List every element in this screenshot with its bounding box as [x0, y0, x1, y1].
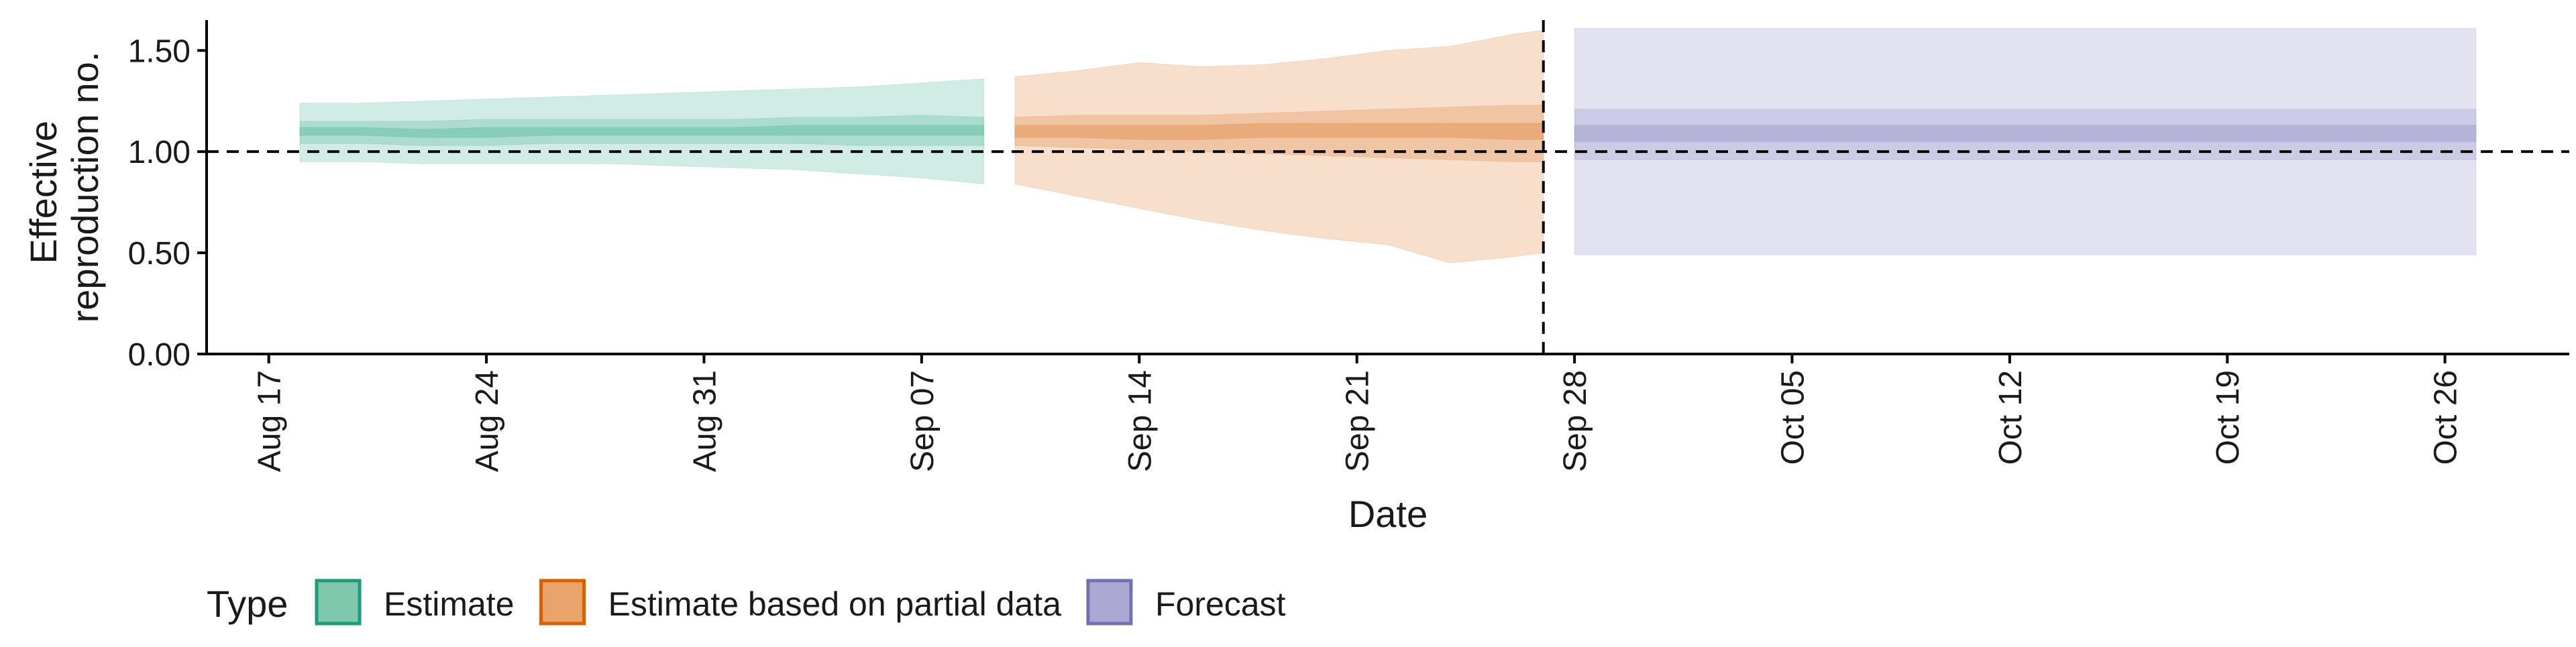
x-tick-label: Oct 12: [1993, 370, 2029, 465]
band-50-series-2: [1574, 109, 2477, 160]
x-axis-title: Date: [1348, 493, 1428, 535]
axes: [205, 20, 2569, 355]
y-tick-label: 0.50: [128, 236, 191, 272]
legend-title: Type: [207, 583, 288, 625]
legend-label-0: Estimate: [384, 585, 515, 623]
series-0: [299, 78, 985, 185]
y-axis-title-line-1: Effective: [22, 121, 64, 264]
x-tick-label: Sep 21: [1340, 370, 1376, 472]
reference-lines: [207, 20, 2569, 354]
y-tick-label: 1.50: [128, 34, 191, 69]
y-axis-title-line-2: reproduction no.: [64, 52, 106, 323]
x-tick-label: Aug 31: [687, 370, 722, 472]
x-tick-label: Sep 07: [905, 370, 941, 472]
legend: Type Estimate Estimate based on partial d…: [207, 579, 1286, 626]
y-tick-label: 1.00: [128, 135, 191, 170]
legend-label-2: Forecast: [1155, 585, 1286, 623]
y-axis-title: Effective reproduction no.: [22, 52, 106, 323]
series-1: [1014, 30, 1544, 263]
legend-label-1: Estimate based on partial data: [608, 585, 1062, 623]
bands-layer: [299, 27, 2477, 263]
band-90-series-0: [299, 78, 985, 185]
x-tick-label: Oct 19: [2210, 370, 2246, 465]
legend-swatch-1: [539, 579, 586, 626]
x-ticks: Aug 17 Aug 24 Aug 31 Sep 07 Sep 14 Sep 21 Sep …: [252, 354, 2464, 472]
band-20-series-1: [1014, 123, 1544, 140]
band-20-series-2: [1574, 125, 2477, 142]
x-tick-label: Sep 28: [1558, 370, 1593, 472]
band-50-series-0: [299, 115, 985, 146]
x-tick-label: Sep 14: [1122, 370, 1158, 472]
y-tick-label: 0.00: [128, 337, 191, 373]
x-tick-label: Aug 24: [470, 370, 505, 472]
band-90-series-2: [1574, 27, 2477, 255]
x-tick-label: Oct 26: [2428, 370, 2464, 465]
legend-swatch-0: [315, 579, 362, 626]
y-ticks: 0.00 0.50 1.00 1.50: [128, 34, 207, 373]
x-tick-label: Aug 17: [252, 370, 288, 472]
band-20-series-0: [299, 125, 985, 138]
series-2: [1574, 27, 2477, 255]
legend-swatch-2: [1086, 579, 1133, 626]
x-tick-label: Oct 05: [1775, 370, 1811, 465]
